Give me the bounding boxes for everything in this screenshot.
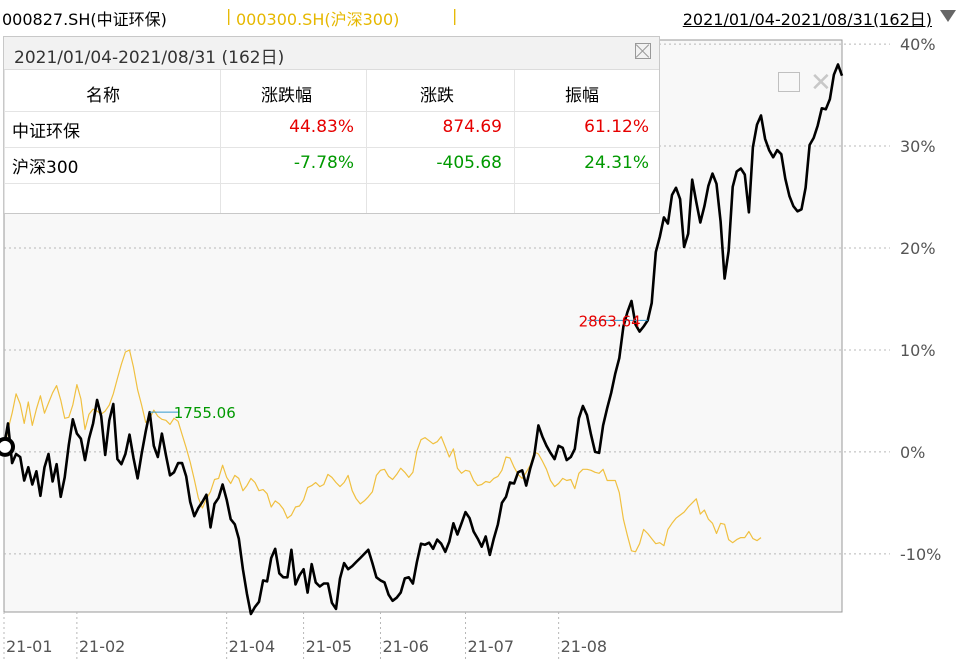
divider — [514, 70, 515, 213]
divider — [220, 70, 221, 213]
close-x-icon[interactable]: ✕ — [810, 68, 832, 98]
divider — [366, 70, 367, 213]
divider — [4, 183, 659, 184]
col-header-amp: 振幅 — [565, 86, 599, 106]
x-tick-label: 21-04 — [229, 637, 275, 656]
y-tick-label: 20% — [900, 239, 936, 258]
col-header-chg: 涨跌 — [420, 86, 454, 106]
window-controls: ✕ — [778, 68, 838, 102]
divider — [4, 147, 659, 148]
col-header-pct: 涨跌幅 — [261, 86, 312, 106]
x-tick-label: 21-01 — [6, 637, 53, 656]
date-range-selector[interactable]: 2021/01/04-2021/08/31(162日) — [682, 10, 932, 29]
divider — [4, 111, 659, 112]
popup-title: 2021/01/04-2021/08/31 (162日) — [14, 48, 285, 68]
x-tick-label: 21-05 — [306, 637, 353, 656]
x-tick-label: 21-02 — [79, 637, 126, 656]
row-amp: 24.31% — [584, 153, 649, 173]
row-name: 沪深300 — [12, 158, 79, 178]
triangle-down-icon[interactable] — [940, 10, 956, 22]
header-separator: | — [226, 6, 232, 25]
min-label: 1755.06 — [174, 404, 236, 422]
close-icon[interactable] — [635, 43, 651, 59]
y-tick-label: 10% — [900, 341, 936, 360]
chart-header: 000827.SH(中证环保) | 000300.SH(沪深300) | 202… — [0, 0, 972, 32]
row-amp: 61.12% — [584, 117, 649, 137]
y-tick-label: 30% — [900, 137, 936, 156]
x-tick-label: 21-06 — [382, 637, 429, 656]
x-tick-label: 21-07 — [468, 637, 514, 656]
start-marker — [0, 436, 15, 457]
y-tick-label: 0% — [900, 443, 925, 462]
header-separator-end: | — [452, 6, 458, 25]
y-tick-label: -10% — [900, 545, 941, 564]
x-tick-label: 21-08 — [561, 637, 608, 656]
series1-label[interactable]: 000827.SH(中证环保) — [2, 10, 167, 29]
row-pct: -7.78% — [293, 153, 354, 173]
popup-title-bar: 2021/01/04-2021/08/31 (162日) — [4, 37, 659, 70]
y-tick-label: 40% — [900, 35, 936, 54]
restore-icon[interactable] — [778, 72, 800, 92]
row-pct: 44.83% — [289, 117, 354, 137]
series-line-1 — [2, 63, 844, 616]
divider — [4, 70, 5, 213]
row-chg: 874.69 — [442, 117, 502, 137]
summary-popup: 2021/01/04-2021/08/31 (162日) 名称 涨跌幅 涨跌 振… — [3, 36, 660, 214]
series-line-2 — [3, 349, 762, 553]
row-chg: -405.68 — [436, 153, 502, 173]
max-label: 2863.64 — [579, 312, 641, 330]
row-name: 中证环保 — [12, 122, 80, 142]
col-header-name: 名称 — [86, 86, 120, 106]
series2-label[interactable]: 000300.SH(沪深300) — [236, 10, 400, 29]
